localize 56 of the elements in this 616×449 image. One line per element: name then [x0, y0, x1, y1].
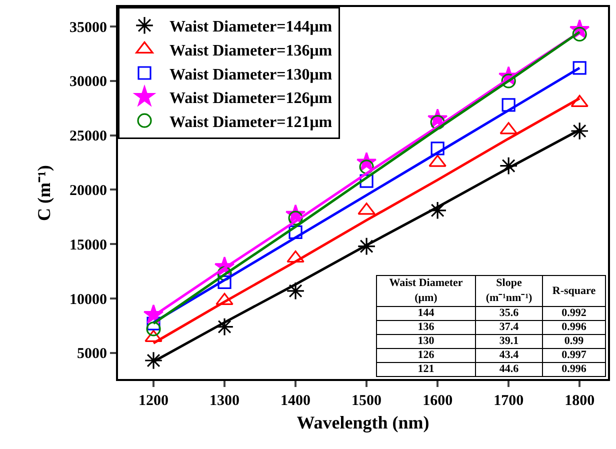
y-tick-label: 15000 — [70, 237, 107, 254]
point — [428, 201, 447, 220]
x-tick-label: 1700 — [494, 393, 524, 409]
annotation: 121 — [376, 362, 476, 376]
legend-label: Waist Diameter=130μm — [170, 66, 333, 84]
point — [502, 98, 516, 112]
annotation: Waist Diameter (μm) — [376, 276, 476, 306]
annotation: 144 — [376, 306, 476, 320]
point — [357, 237, 376, 256]
annotation: 43.4 — [476, 348, 542, 362]
point — [360, 174, 374, 188]
annotation: 37.4 — [476, 320, 542, 334]
annotation: 0.996 — [542, 362, 606, 376]
point — [146, 316, 160, 330]
annotation: 39.1 — [476, 334, 542, 348]
x-tick-label: 1300 — [210, 393, 240, 409]
y-axis-title: C (m⁻¹) — [34, 165, 54, 221]
x-tick-label: 1600 — [422, 393, 453, 409]
y-tick-label: 20000 — [70, 182, 107, 199]
point — [570, 122, 589, 140]
point — [572, 61, 586, 75]
annotation: 0.997 — [542, 348, 606, 362]
annotation: 44.6 — [476, 362, 542, 376]
annotation: 0.99 — [542, 334, 606, 348]
point — [286, 250, 304, 263]
point — [146, 322, 161, 336]
x-tick-label: 1500 — [352, 393, 382, 409]
annotation: R-square — [542, 276, 606, 306]
point — [218, 275, 232, 289]
annotation: 35.6 — [476, 306, 542, 320]
annotation: 136 — [376, 320, 476, 334]
x-tick-label: 1200 — [138, 393, 169, 409]
annotation: 0.996 — [542, 320, 606, 334]
legend-label: Waist Diameter=144μm — [170, 18, 333, 36]
point — [215, 318, 234, 336]
annotation: 126 — [376, 348, 476, 362]
point — [144, 351, 163, 370]
x-tick-label: 1400 — [280, 393, 311, 409]
y-tick-label: 30000 — [70, 74, 107, 90]
y-tick-label: 10000 — [70, 292, 107, 308]
legend-label: Waist Diameter=136μm — [170, 42, 333, 60]
y-tick-label: 35000 — [70, 20, 107, 36]
x-tick-label: 1800 — [564, 393, 595, 409]
y-tick-label: 5000 — [77, 346, 107, 362]
annotation: 130 — [376, 334, 476, 348]
point — [286, 282, 305, 300]
legend-label: Waist Diameter=121μm — [170, 114, 333, 131]
point — [430, 142, 444, 156]
legend-label: Waist Diameter=126μm — [170, 90, 333, 108]
annotation: 0.992 — [542, 306, 606, 320]
point — [499, 156, 518, 176]
annotation: Slope (m⁻¹nm⁻¹) — [476, 276, 542, 306]
y-tick-label: 25000 — [70, 128, 107, 145]
point — [570, 94, 588, 108]
x-axis-title: Wavelength (nm) — [296, 412, 430, 433]
point — [288, 225, 302, 239]
